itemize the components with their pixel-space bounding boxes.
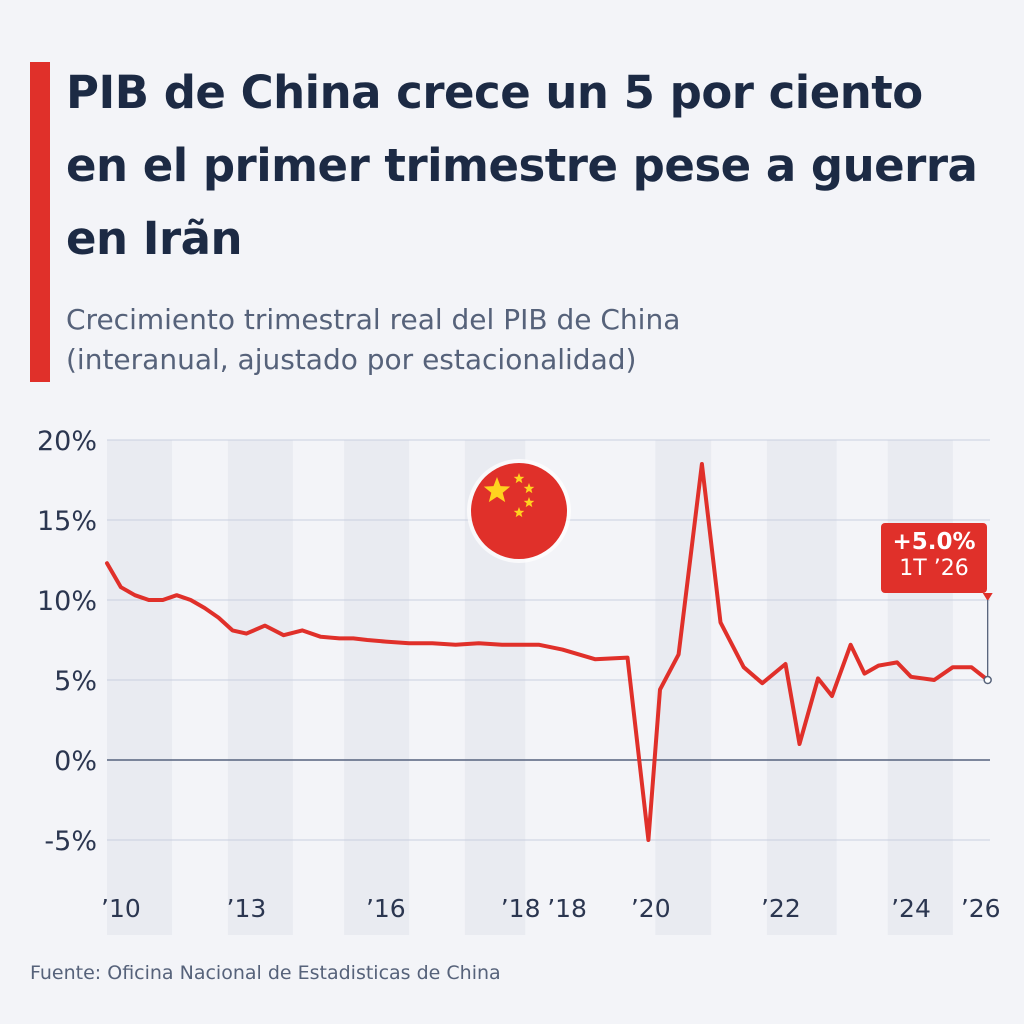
x-tick-label: ’20 <box>631 894 671 923</box>
china-flag-icon <box>467 459 571 563</box>
y-tick-label: -5% <box>44 826 97 857</box>
page-title: PIB de China crece un 5 por ciento en el… <box>66 66 978 265</box>
x-tick-label: ’22 <box>761 894 801 923</box>
callout-pointer <box>982 593 993 601</box>
x-axis: ’10 ’13 ’16 ’18’18 ’20 ’22 ’24 ’26 <box>101 894 1001 923</box>
chart-bands <box>107 440 953 935</box>
year-band <box>655 440 712 935</box>
subtitle-line-2: (interanual, ajustado por estacionalidad… <box>66 343 637 376</box>
y-tick-label: 0% <box>54 746 97 777</box>
subtitle-line-1: Crecimiento trimestral real del PIB de C… <box>66 303 681 336</box>
year-band <box>227 440 293 935</box>
y-tick-label: 15% <box>37 506 97 537</box>
x-tick-label: ’18 <box>547 894 587 923</box>
latest-value-callout: +5.0% 1T ’26 <box>881 523 987 593</box>
flag-big-star <box>483 477 511 503</box>
x-tick-label: ’18 <box>501 894 541 923</box>
x-tick-label: ’24 <box>891 894 931 923</box>
year-band <box>344 440 410 935</box>
subtitle: Crecimiento trimestral real del PIB de C… <box>66 300 996 380</box>
y-axis: 20% 15% 10% 5% 0% -5% <box>37 426 97 857</box>
callout-value: +5.0% <box>892 529 976 555</box>
callout-layer <box>982 593 993 685</box>
y-tick-label: 20% <box>37 426 97 457</box>
x-tick-label: ’26 <box>961 894 1001 923</box>
source-note: Fuente: Oficina Nacional de Estadisticas… <box>30 962 501 984</box>
y-tick-label: 10% <box>37 586 97 617</box>
latest-point-marker <box>983 675 992 685</box>
y-tick-label: 5% <box>54 666 97 697</box>
title-accent-bar <box>30 62 50 382</box>
x-tick-label: ’10 <box>101 894 141 923</box>
series-line <box>105 462 990 842</box>
x-tick-label: ’16 <box>366 894 406 923</box>
x-tick-label: ’13 <box>227 894 267 923</box>
year-band <box>887 440 953 935</box>
callout-period: 1T ’26 <box>899 556 969 581</box>
series-layer <box>105 462 990 842</box>
year-band <box>107 440 173 935</box>
